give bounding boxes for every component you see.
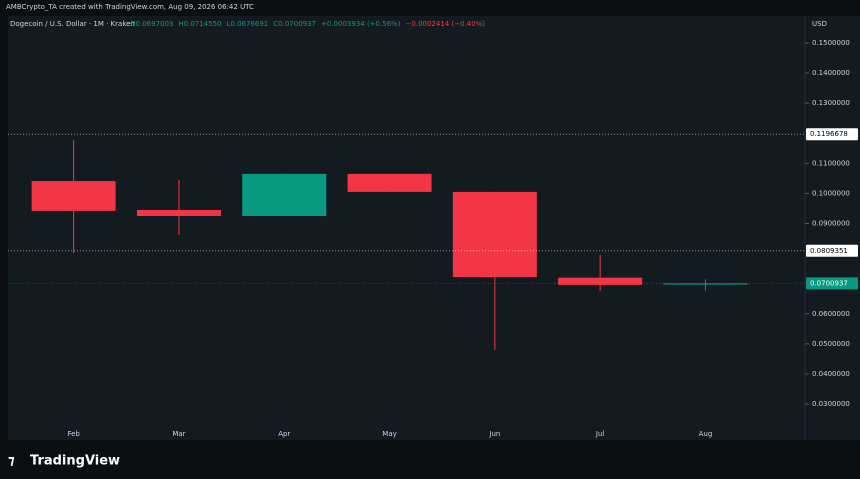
ohlc-change: +0.0003934 (+0.56%) — [321, 20, 401, 28]
ohlc-extra: −0.0002414 (−0.40%) — [406, 20, 486, 28]
price-label-box — [806, 277, 858, 290]
candle-body — [347, 173, 432, 192]
candle-body — [663, 283, 748, 285]
attribution: AMBCrypto_TA created with TradingView.co… — [6, 3, 254, 11]
price-label: 0.0700937 — [810, 279, 848, 287]
y-tick-label: 0.1100000 — [812, 159, 850, 167]
y-tick-label: 0.0600000 — [812, 310, 850, 318]
candle-body — [31, 181, 116, 211]
x-tick-label: Apr — [278, 430, 290, 438]
x-tick-label: Jun — [488, 430, 500, 438]
candle-body — [558, 277, 643, 285]
candle-body — [452, 191, 537, 278]
logo-icon: ⁊ — [8, 454, 15, 469]
ohlc-open: O0.0697003 — [130, 20, 173, 28]
y-tick-label: 0.1000000 — [812, 189, 850, 197]
y-tick-label: 0.0400000 — [812, 370, 850, 378]
y-tick-label: 0.0300000 — [812, 400, 850, 408]
ohlc-low: L0.0676691 — [227, 20, 269, 28]
symbol: Dogecoin / U.S. Dollar · 1M · Kraken — [10, 20, 135, 28]
price-label: 0.1196678 — [810, 130, 848, 138]
plot-area — [8, 16, 860, 440]
x-tick-label: Jul — [595, 430, 605, 438]
y-tick-label: 0.1500000 — [812, 39, 850, 47]
logo: TradingView — [30, 454, 120, 469]
ohlc-high: H0.0714550 — [178, 20, 221, 28]
y-tick-label: 0.1300000 — [812, 99, 850, 107]
ohlc-close: C0.0700937 — [273, 20, 316, 28]
x-tick-label: Aug — [699, 430, 713, 438]
candle-body — [136, 209, 221, 216]
candle-body — [242, 173, 327, 216]
y-tick-label: 0.1400000 — [812, 69, 850, 77]
x-tick-label: Mar — [172, 430, 185, 438]
price-label-box — [806, 128, 858, 141]
currency: USD — [812, 20, 827, 28]
y-tick-label: 0.0500000 — [812, 340, 850, 348]
price-label-box — [806, 244, 858, 257]
y-tick-label: 0.0900000 — [812, 220, 850, 228]
x-tick-label: May — [382, 430, 396, 438]
price-label: 0.0809351 — [810, 247, 848, 255]
x-tick-label: Feb — [67, 430, 80, 438]
